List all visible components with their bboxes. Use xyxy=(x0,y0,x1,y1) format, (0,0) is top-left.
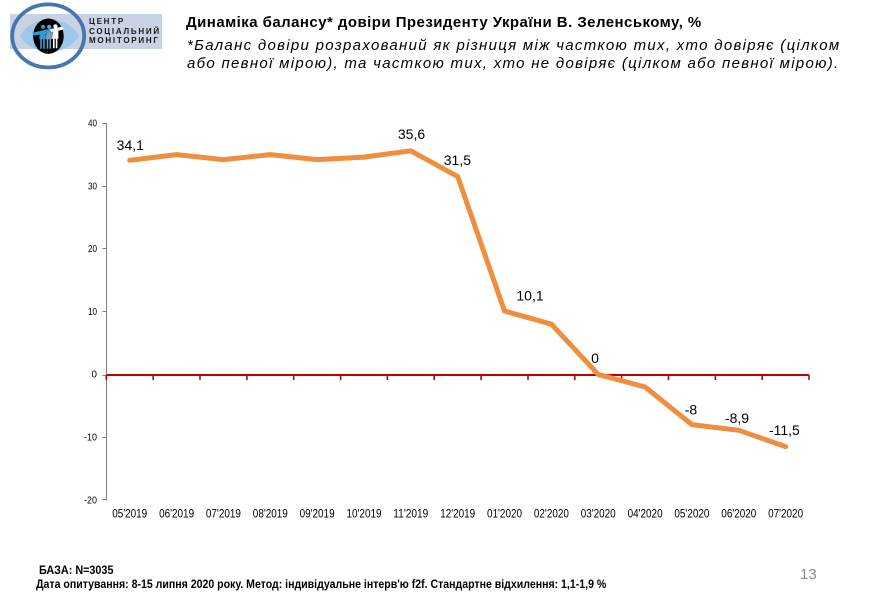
svg-text:0: 0 xyxy=(591,350,599,366)
svg-text:08'2019: 08'2019 xyxy=(253,509,288,521)
svg-text:06'2019: 06'2019 xyxy=(159,509,194,521)
svg-text:11'2019: 11'2019 xyxy=(393,509,428,521)
svg-text:03'2020: 03'2020 xyxy=(581,509,616,521)
svg-text:01'2020: 01'2020 xyxy=(487,509,522,521)
svg-text:-20: -20 xyxy=(84,495,97,506)
svg-text:-8: -8 xyxy=(685,401,698,417)
svg-text:20: 20 xyxy=(88,244,97,255)
svg-text:12'2019: 12'2019 xyxy=(440,509,475,521)
svg-text:07'2020: 07'2020 xyxy=(768,509,803,521)
svg-text:07'2019: 07'2019 xyxy=(206,509,241,521)
svg-text:0: 0 xyxy=(92,370,98,381)
svg-text:05'2020: 05'2020 xyxy=(674,509,709,521)
svg-text:06'2020: 06'2020 xyxy=(721,509,756,521)
svg-text:04'2020: 04'2020 xyxy=(628,509,663,521)
svg-text:10,1: 10,1 xyxy=(516,288,543,304)
svg-text:35,6: 35,6 xyxy=(398,126,425,142)
svg-text:30: 30 xyxy=(88,181,97,192)
svg-text:-11,5: -11,5 xyxy=(769,422,800,438)
svg-text:02'2020: 02'2020 xyxy=(534,509,569,521)
svg-text:31,5: 31,5 xyxy=(444,152,471,168)
svg-text:-10: -10 xyxy=(84,433,97,444)
svg-text:-8,9: -8,9 xyxy=(725,410,749,426)
svg-text:40: 40 xyxy=(88,119,97,130)
svg-text:34,1: 34,1 xyxy=(117,137,144,153)
svg-text:10: 10 xyxy=(88,307,97,318)
svg-text:05'2019: 05'2019 xyxy=(112,509,147,521)
svg-text:09'2019: 09'2019 xyxy=(300,509,335,521)
svg-text:10'2019: 10'2019 xyxy=(347,509,382,521)
